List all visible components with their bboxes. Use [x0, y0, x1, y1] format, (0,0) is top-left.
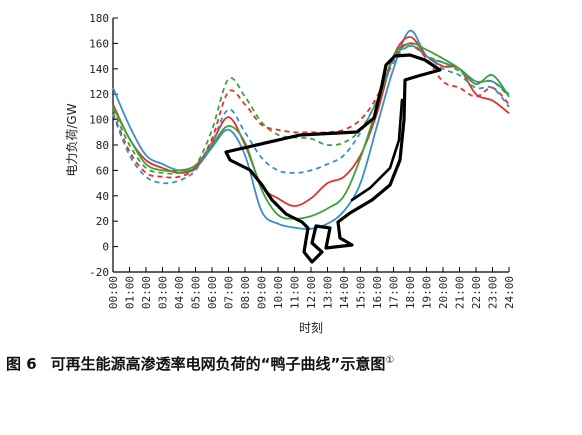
y-tick-label: 140	[89, 63, 109, 76]
x-axis-title: 时刻	[299, 321, 323, 335]
plot-area: -20 0 20 40 60 80 100 120 140 160 180 00:00 01:00 02:…	[89, 12, 516, 309]
x-tick-label: 03:00	[157, 276, 170, 309]
footnote-marker: ①	[385, 355, 395, 366]
x-tick-label: 06:00	[206, 276, 219, 309]
y-tick-label: 120	[89, 88, 109, 101]
load-curve-5	[112, 42, 510, 179]
x-tick-label: 21:00	[454, 276, 467, 309]
x-tick-label: 15:00	[355, 276, 368, 309]
x-tick-label: 23:00	[487, 276, 500, 309]
y-tick-label: 180	[89, 12, 109, 25]
y-tick-label: 0	[102, 241, 109, 254]
y-tick-label: 160	[89, 37, 109, 50]
x-tick-label: 11:00	[289, 276, 302, 309]
y-tick-label: 20	[96, 215, 109, 228]
x-tick-label: 01:00	[124, 276, 137, 309]
figure-caption-text: 可再生能源高渗透率电网负荷的“鸭子曲线”示意图	[50, 355, 386, 373]
duck-wing-drawing	[350, 98, 404, 202]
x-tick-label: 09:00	[256, 276, 269, 309]
x-tick-label: 04:00	[173, 276, 186, 309]
y-axis-title: 电力负荷/GW	[65, 103, 79, 176]
x-tick-label: 12:00	[305, 276, 318, 309]
y-tick-label: 60	[96, 164, 109, 177]
x-tick-label: 17:00	[388, 276, 401, 309]
x-tick-label: 08:00	[239, 276, 252, 309]
load-curve-3	[112, 42, 510, 220]
x-tick-label: 22:00	[470, 276, 483, 309]
x-tick-label: 10:00	[272, 276, 285, 309]
duck-curve-chart: -20 0 20 40 60 80 100 120 140 160 180 00:00 01:00 02:…	[65, 12, 516, 335]
figure-caption: 图 6 可再生能源高渗透率电网负荷的“鸭子曲线”示意图①	[0, 353, 582, 374]
load-curve-6	[112, 44, 510, 185]
load-curves	[112, 29, 510, 230]
y-tick-label: -20	[89, 266, 109, 279]
x-tick-label: 20:00	[437, 276, 450, 309]
x-tick-label: 16:00	[371, 276, 384, 309]
x-tick-label: 07:00	[223, 276, 236, 309]
x-tick-label: 19:00	[421, 276, 434, 309]
y-tick-label: 80	[96, 139, 109, 152]
y-tick-label: 100	[89, 114, 109, 127]
x-tick-label: 24:00	[503, 276, 516, 309]
x-tick-label: 02:00	[140, 276, 153, 309]
figure-number: 图 6	[6, 355, 37, 373]
x-tick-label: 14:00	[338, 276, 351, 309]
x-tick-label: 18:00	[404, 276, 417, 309]
x-tick-label: 05:00	[190, 276, 203, 309]
duck-outline-drawing	[224, 53, 442, 264]
y-tick-label: 40	[96, 190, 109, 203]
load-curve-4	[112, 45, 510, 175]
x-tick-label: 13:00	[322, 276, 335, 309]
x-tick-label: 00:00	[107, 276, 120, 309]
